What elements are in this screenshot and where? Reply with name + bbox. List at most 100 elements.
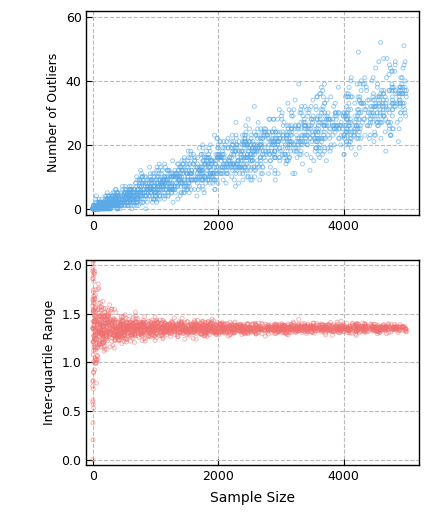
Point (166, 169, 173, 178)
Point (91, 324, 98, 332)
Point (109, 192, 116, 200)
Point (379, 324, 386, 332)
Point (175, 176, 181, 184)
Point (270, 150, 277, 158)
Point (243, 324, 250, 333)
Point (145, 182, 152, 191)
Point (199, 317, 206, 326)
Point (158, 179, 165, 187)
Point (165, 326, 172, 334)
Point (214, 150, 221, 158)
Point (381, 112, 388, 120)
Point (172, 324, 178, 333)
Point (91, 204, 98, 213)
Point (103, 322, 110, 331)
Point (335, 109, 342, 117)
Point (240, 320, 247, 329)
Point (108, 325, 115, 333)
Point (96, 201, 103, 210)
Point (391, 325, 397, 333)
Point (351, 325, 358, 333)
Point (112, 195, 119, 203)
Point (346, 322, 353, 331)
Point (218, 327, 225, 335)
Point (129, 326, 136, 334)
Point (133, 195, 140, 203)
Point (91, 334, 98, 343)
Point (321, 322, 328, 330)
Point (137, 188, 144, 197)
Point (111, 336, 118, 345)
Point (127, 323, 133, 332)
Point (167, 329, 174, 337)
Point (93, 339, 100, 347)
Point (99, 320, 106, 329)
Point (130, 188, 137, 197)
Point (311, 324, 318, 332)
Point (397, 102, 404, 111)
Point (219, 327, 226, 335)
Point (187, 150, 194, 158)
Point (93, 325, 100, 334)
Point (327, 140, 334, 149)
Point (276, 325, 283, 334)
Point (114, 195, 121, 203)
Point (103, 345, 110, 353)
Point (178, 173, 185, 181)
Point (292, 325, 299, 333)
Point (341, 323, 348, 331)
Point (213, 320, 220, 329)
Point (213, 328, 219, 337)
Point (339, 323, 346, 331)
Point (386, 86, 393, 95)
Point (310, 319, 317, 328)
Point (155, 166, 162, 175)
Point (197, 176, 203, 184)
Point (227, 318, 234, 326)
Point (252, 330, 259, 338)
Point (357, 323, 364, 331)
Point (212, 327, 219, 336)
Point (147, 326, 154, 335)
Point (337, 140, 344, 149)
Point (211, 176, 218, 184)
Point (118, 320, 124, 328)
Point (165, 322, 172, 330)
Point (186, 325, 193, 333)
Point (325, 115, 332, 124)
Point (356, 115, 363, 124)
Point (283, 330, 290, 338)
Point (92, 204, 98, 213)
Point (153, 166, 160, 175)
Point (123, 326, 130, 334)
Point (163, 185, 170, 194)
Point (325, 320, 332, 328)
Point (91, 295, 98, 303)
Point (224, 169, 231, 178)
Point (330, 327, 337, 336)
Point (217, 163, 224, 172)
Point (110, 192, 117, 200)
Point (291, 326, 298, 334)
Point (169, 319, 176, 327)
Point (168, 173, 175, 181)
Point (266, 325, 273, 334)
Point (196, 144, 203, 152)
Point (394, 326, 400, 335)
Point (252, 320, 259, 328)
Point (222, 328, 229, 336)
Point (128, 204, 135, 213)
Point (138, 324, 145, 332)
Point (213, 328, 220, 337)
Point (298, 125, 305, 133)
Point (145, 188, 152, 197)
Point (100, 338, 107, 347)
Point (326, 115, 333, 124)
Point (105, 317, 112, 326)
Point (289, 328, 295, 337)
Point (90, 358, 97, 366)
Point (333, 115, 340, 124)
Point (174, 182, 181, 191)
Point (133, 324, 140, 333)
Point (139, 173, 146, 181)
